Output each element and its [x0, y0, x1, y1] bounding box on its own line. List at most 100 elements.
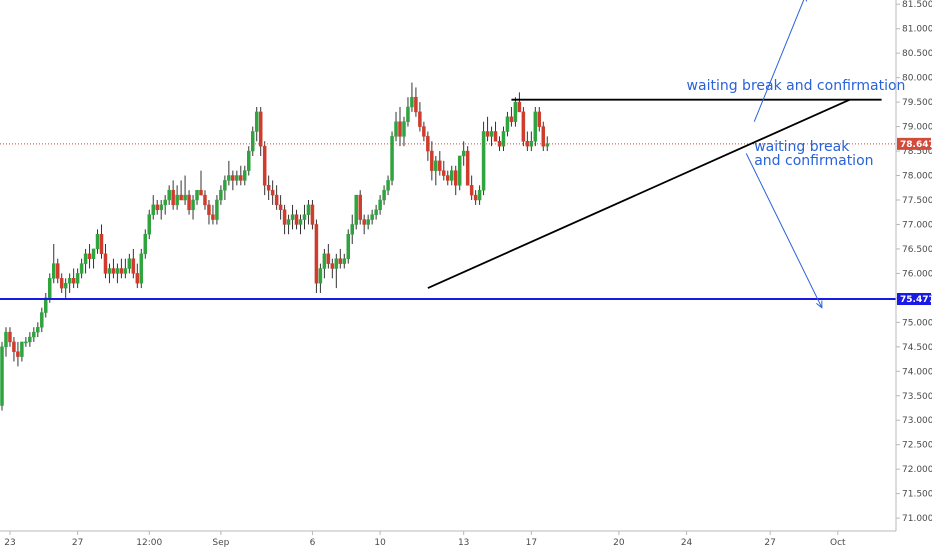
candle	[247, 146, 251, 176]
candle	[258, 107, 263, 156]
candle	[231, 170, 235, 191]
candle-body	[362, 219, 366, 225]
candle-body	[366, 219, 370, 225]
candle	[71, 268, 76, 289]
candle	[274, 185, 279, 210]
candle-body	[99, 234, 104, 255]
candle-body	[55, 263, 60, 279]
candle	[398, 107, 402, 147]
price-tags: 75.477 78.647	[897, 137, 932, 306]
y-tick-label: 80.500	[902, 49, 932, 59]
candle-body	[127, 258, 132, 269]
x-tick-label: 17	[526, 538, 537, 548]
candle-body	[187, 194, 191, 211]
candle-body	[493, 131, 498, 142]
x-tick-label: 27	[72, 538, 83, 548]
candle	[4, 327, 8, 357]
candle-body	[239, 175, 243, 181]
candle-body	[298, 219, 303, 225]
candle-body	[410, 96, 414, 108]
candle-body	[394, 121, 398, 137]
candle-body	[306, 204, 311, 215]
candle	[171, 180, 175, 210]
candle-body	[211, 214, 215, 220]
candle-body	[20, 341, 24, 357]
candle	[175, 185, 179, 210]
breakdown-arrow	[745, 153, 823, 309]
candle-body	[163, 199, 167, 206]
time-axis[interactable]: 23 27 12:00 Sep 6 10 13 17 20 24 27 Oct	[4, 531, 846, 548]
candle-body	[322, 253, 327, 269]
candle	[63, 278, 68, 298]
candle	[430, 141, 434, 181]
candle	[310, 199, 315, 230]
candle	[131, 248, 136, 279]
candle	[183, 175, 187, 205]
y-tick-label: 81.500	[902, 0, 932, 10]
candle-body	[545, 143, 550, 147]
candle-body	[390, 136, 394, 181]
candle-body	[489, 131, 494, 137]
candle-body	[12, 341, 16, 352]
candle-body	[203, 194, 207, 206]
candle-body	[115, 268, 120, 274]
candle-body	[16, 351, 20, 357]
candle-body	[28, 336, 32, 343]
candle-body	[147, 214, 152, 235]
candle	[346, 229, 351, 264]
candle	[12, 337, 16, 362]
candle	[59, 273, 64, 293]
candle	[469, 175, 474, 200]
candle	[390, 131, 394, 186]
y-tick-label: 71.500	[902, 490, 932, 500]
candle-body	[342, 258, 347, 264]
candle-body	[143, 234, 148, 255]
candle	[370, 209, 374, 225]
candle	[83, 248, 88, 274]
candle	[107, 263, 112, 284]
candle	[143, 229, 148, 259]
candle	[298, 214, 303, 235]
candle-body	[469, 185, 474, 196]
candle	[302, 204, 307, 230]
candle	[473, 190, 478, 205]
candle-body	[135, 273, 140, 284]
candle	[266, 175, 271, 200]
candle	[278, 195, 283, 220]
x-tick-label: 24	[681, 538, 693, 548]
candle-body	[59, 278, 64, 289]
candle-body	[75, 273, 80, 284]
breakout-up-arrow	[753, 0, 807, 122]
candle-body	[8, 331, 12, 343]
candle-body	[258, 111, 263, 147]
candle-body	[227, 175, 231, 181]
candle	[449, 165, 454, 186]
x-tick-label: 12:00	[136, 538, 162, 548]
candle-body	[457, 155, 462, 186]
y-tick-label: 81.000	[902, 25, 932, 35]
y-tick-label: 77.000	[902, 220, 932, 230]
annotation-line: waiting break	[754, 139, 850, 155]
candle	[505, 111, 510, 137]
candle	[418, 102, 422, 132]
candle-body	[465, 150, 470, 186]
candle-body	[274, 194, 279, 206]
support-price-tag: 75.477	[897, 293, 932, 306]
candle	[306, 199, 311, 225]
candle-body	[155, 204, 159, 211]
candle-body	[398, 121, 402, 137]
candle-body	[111, 268, 116, 274]
candle-body	[418, 111, 422, 127]
candle	[95, 229, 100, 254]
candle	[318, 263, 323, 293]
candle	[438, 151, 442, 176]
candle	[179, 180, 183, 201]
candle	[513, 97, 518, 127]
candle	[262, 141, 267, 196]
candle	[135, 263, 140, 289]
candle	[541, 121, 546, 152]
candle	[521, 107, 526, 147]
candle	[457, 155, 462, 191]
candle-body	[266, 185, 271, 191]
